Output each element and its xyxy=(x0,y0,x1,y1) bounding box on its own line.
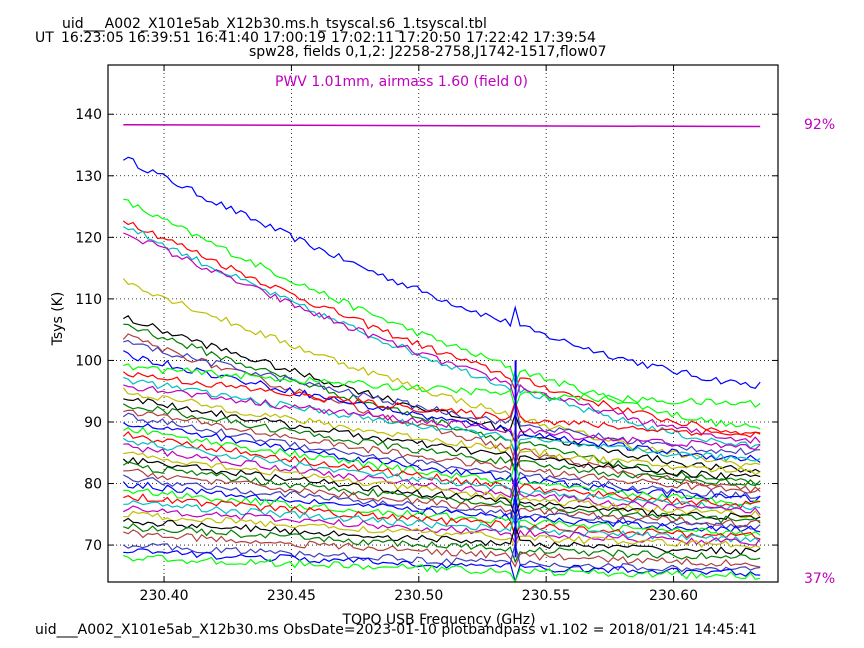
ut-time: 16:39:51 xyxy=(128,30,191,46)
chart-title: uid___A002_X101e5ab_X12b30.ms.h_tsyscal.… xyxy=(62,16,487,32)
ut-time: 17:39:54 xyxy=(533,30,596,46)
data-series-line xyxy=(122,403,761,486)
data-series-line xyxy=(123,522,761,564)
x-tick-label: 230.45 xyxy=(267,588,316,604)
y-tick-label: 100 xyxy=(75,353,102,369)
ut-time: 17:22:42 xyxy=(466,30,529,46)
grid xyxy=(108,65,778,582)
data-series-line xyxy=(123,505,761,546)
data-series-line xyxy=(122,437,761,512)
data-series-line xyxy=(123,384,761,451)
y-tick-label: 130 xyxy=(75,169,102,185)
ut-time: 17:20:50 xyxy=(398,30,461,46)
ut-label: UT xyxy=(35,30,54,46)
ut-time: 17:00:19 xyxy=(263,30,326,46)
data-series-line xyxy=(123,529,761,568)
data-series-line xyxy=(122,456,761,520)
data-series-line xyxy=(123,493,761,540)
x-tick-label: 230.55 xyxy=(522,588,571,604)
data-series-line xyxy=(122,333,761,494)
data-series-line xyxy=(122,387,761,476)
data-series-line xyxy=(123,315,761,473)
x-tick-label: 230.40 xyxy=(140,588,189,604)
data-series-line xyxy=(123,554,761,582)
data-series-line xyxy=(123,488,761,540)
y-tick-label: 110 xyxy=(75,292,102,308)
y-tick-label: 120 xyxy=(75,230,102,246)
data-series-line xyxy=(123,232,761,444)
data-series-line xyxy=(123,409,761,494)
chart-subtitle: spw28, fields 0,1,2: J2258-2758,J1742-15… xyxy=(249,44,607,60)
data-series-line xyxy=(123,451,761,519)
data-series-line xyxy=(122,156,761,389)
y-axis-label: Tsys (K) xyxy=(50,292,66,347)
footer-text: uid___A002_X101e5ab_X12b30.ms ObsDate=20… xyxy=(35,622,757,638)
y-tick-label: 70 xyxy=(84,538,102,554)
data-series-line xyxy=(122,220,761,438)
data-series-line xyxy=(123,323,761,487)
series-group xyxy=(122,156,761,582)
transmission-line xyxy=(123,123,761,128)
data-series-line xyxy=(122,422,761,503)
data-series-line xyxy=(123,339,761,456)
data-series-line xyxy=(122,226,761,449)
transmission-min-label: 37% xyxy=(804,571,835,587)
y-tick-label: 90 xyxy=(84,415,102,431)
data-series-line xyxy=(123,198,761,430)
data-series-line xyxy=(122,461,761,524)
data-series-line xyxy=(122,278,761,468)
data-series-line xyxy=(123,474,761,530)
data-series-line xyxy=(123,468,761,528)
data-series-line xyxy=(122,412,761,500)
x-tick-label: 230.60 xyxy=(649,588,698,604)
data-series-line xyxy=(123,376,761,462)
x-axis-label: TOPO USB Frequency (GHz) xyxy=(341,612,535,628)
ut-time: 17:02:11 xyxy=(331,30,394,46)
data-series-line xyxy=(122,431,761,509)
y-tick-label: 80 xyxy=(84,477,102,493)
y-tick-label: 140 xyxy=(75,107,102,123)
pwv-annotation: PWV 1.01mm, airmass 1.60 (field 0) xyxy=(275,74,528,90)
transmission-max-label: 92% xyxy=(804,117,835,133)
x-tick-label: 230.50 xyxy=(394,588,443,604)
ut-time: 16:41:40 xyxy=(196,30,259,46)
data-series-line xyxy=(123,363,761,411)
data-series-line xyxy=(123,517,761,556)
ut-time: 16:23:05 xyxy=(61,30,124,46)
data-series-line xyxy=(122,371,761,436)
data-series-line xyxy=(123,548,761,582)
plot-frame xyxy=(107,64,779,583)
data-series-line xyxy=(123,510,761,549)
data-series-line xyxy=(123,397,761,480)
